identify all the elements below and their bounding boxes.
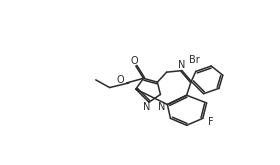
- Text: F: F: [208, 117, 213, 127]
- Text: O: O: [130, 56, 138, 66]
- Text: Br: Br: [189, 55, 200, 65]
- Text: O: O: [116, 75, 124, 85]
- Text: N: N: [178, 60, 186, 70]
- Text: N: N: [158, 102, 166, 112]
- Text: N: N: [143, 102, 150, 112]
